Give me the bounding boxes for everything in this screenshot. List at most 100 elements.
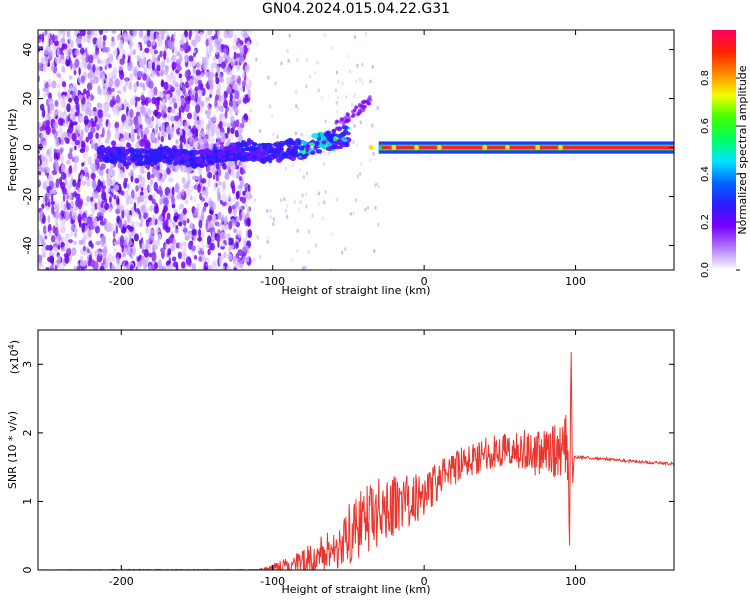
spectrogram-ridge-mark xyxy=(332,129,337,133)
spectrogram-noise-speck xyxy=(185,256,192,266)
spectrogram-ridge-mark xyxy=(252,142,258,147)
spectrogram-noise-speck xyxy=(119,58,125,65)
spectrogram-noise-speck xyxy=(244,203,248,208)
spectrogram-carrier-dot xyxy=(436,145,442,151)
spectrogram-noise-speck xyxy=(171,61,177,70)
spectrogram-noise-speck xyxy=(191,245,196,252)
spectrogram-noise-speck xyxy=(149,178,154,186)
spectrogram-noise-speck xyxy=(117,162,122,169)
spectrogram-noise-speck xyxy=(212,259,217,268)
spectrogram-noise-speck xyxy=(122,242,127,247)
spectrogram-noise-speck xyxy=(158,185,162,196)
spectrogram-noise-speck xyxy=(38,229,41,236)
spectrogram-noise-speck xyxy=(90,243,94,249)
spectrogram-y-label: Frequency (Hz) xyxy=(6,109,19,192)
spectrogram-noise-speck xyxy=(140,94,145,101)
spectrogram-noise-speck xyxy=(45,267,50,270)
spectrogram-noise-speck xyxy=(65,199,69,208)
spectrogram-noise-speck xyxy=(92,260,99,270)
spectrogram-noise-speck xyxy=(245,82,248,87)
spectrogram-noise-speck xyxy=(126,34,132,40)
spectrogram-noise-speck xyxy=(133,49,136,55)
spectrogram-noise-speck xyxy=(123,177,129,183)
spectrogram-noise-speck xyxy=(60,200,64,210)
spectrogram-noise-speck xyxy=(125,76,128,87)
spectrogram-noise-speck xyxy=(57,152,61,158)
spectrogram-noise-speck xyxy=(317,202,321,207)
spectrogram-noise-speck xyxy=(60,112,66,119)
spectrogram-noise-speck xyxy=(62,131,69,137)
spectrogram-ridge-mark xyxy=(166,157,172,163)
spectrogram-noise-speck xyxy=(136,54,140,61)
spectrogram-noise-speck xyxy=(78,112,83,117)
spectrogram-noise-speck xyxy=(92,121,97,128)
spectrogram-ridge-mark xyxy=(229,142,237,149)
spectrogram-noise-speck xyxy=(62,236,67,243)
spectrogram-noise-speck xyxy=(139,222,143,228)
spectrogram-noise-speck xyxy=(66,93,71,99)
spectrogram-noise-speck xyxy=(173,208,178,213)
spectrogram-noise-speck xyxy=(110,164,116,169)
spectrogram-noise-speck xyxy=(189,195,193,201)
spectrogram-noise-speck xyxy=(345,95,348,100)
spectrogram-y-tick-label: 40 xyxy=(21,43,34,57)
spectrogram-ridge-mark xyxy=(235,152,243,159)
spectrogram-noise-speck xyxy=(82,245,86,252)
spectrogram-noise-speck xyxy=(228,106,233,116)
spectrogram-noise-speck xyxy=(204,109,208,115)
spectrogram-noise-speck xyxy=(48,51,52,59)
snr-x-tick-label: -200 xyxy=(109,575,134,588)
spectrogram-noise-speck xyxy=(96,124,100,131)
spectrogram-noise-speck xyxy=(227,52,230,61)
spectrogram-noise-speck xyxy=(322,149,326,154)
spectrogram-noise-speck xyxy=(366,205,370,210)
spectrogram-noise-speck xyxy=(93,30,98,37)
spectrogram-ridge-mark xyxy=(314,140,320,146)
spectrogram-ridge-mark xyxy=(288,145,293,149)
spectrogram-noise-speck xyxy=(317,191,321,196)
spectrogram-noise-speck xyxy=(184,235,190,241)
spectrogram-noise-speck xyxy=(213,181,217,191)
snr-y-tick-label: 3 xyxy=(21,361,34,368)
spectrogram-noise-speck xyxy=(301,193,304,198)
spectrogram-noise-speck xyxy=(183,30,188,38)
spectrogram-noise-speck xyxy=(197,183,201,193)
spectrogram-noise-speck xyxy=(128,245,131,256)
spectrogram-noise-speck xyxy=(216,64,220,75)
spectrogram-noise-speck xyxy=(86,195,91,203)
spectrogram-noise-speck xyxy=(140,215,144,224)
spectrogram-noise-speck xyxy=(224,215,228,225)
spectrogram-noise-speck xyxy=(139,194,145,203)
spectrogram-noise-speck xyxy=(195,128,199,137)
spectrogram-noise-speck xyxy=(156,64,161,72)
spectrogram-noise-speck xyxy=(208,200,214,208)
spectrogram-noise-speck xyxy=(371,64,374,69)
spectrogram-noise-speck xyxy=(73,155,80,164)
spectrogram-noise-speck xyxy=(210,242,215,251)
spectrogram-noise-speck xyxy=(119,70,125,80)
spectrogram-noise-speck xyxy=(41,33,45,43)
spectrogram-noise-speck xyxy=(91,143,96,150)
spectrogram-noise-speck xyxy=(239,87,243,92)
spectrogram-noise-speck xyxy=(153,109,159,117)
spectrogram-noise-speck xyxy=(167,39,172,47)
spectrogram-noise-speck xyxy=(249,108,252,113)
spectrogram-noise-speck xyxy=(211,230,216,237)
spectrogram-noise-speck xyxy=(55,72,61,77)
spectrogram-noise-speck xyxy=(234,219,238,226)
spectrogram-noise-speck xyxy=(109,77,114,88)
spectrogram-noise-speck xyxy=(206,235,212,246)
spectrogram-noise-speck xyxy=(146,171,151,181)
spectrogram-noise-speck xyxy=(258,129,262,134)
spectrogram-noise-speck xyxy=(175,112,179,117)
spectrogram-noise-speck xyxy=(144,47,150,54)
spectrogram-noise-speck xyxy=(305,84,308,89)
spectrogram-noise-speck xyxy=(179,129,183,136)
spectrogram-noise-speck xyxy=(81,140,84,151)
spectrogram-noise-speck xyxy=(149,205,154,212)
spectrogram-noise-speck xyxy=(307,229,311,234)
spectrogram-ridge-mark xyxy=(241,155,247,159)
spectrogram-noise-speck xyxy=(207,106,212,116)
spectrogram-noise-speck xyxy=(223,44,228,49)
spectrogram-noise-speck xyxy=(215,77,220,85)
